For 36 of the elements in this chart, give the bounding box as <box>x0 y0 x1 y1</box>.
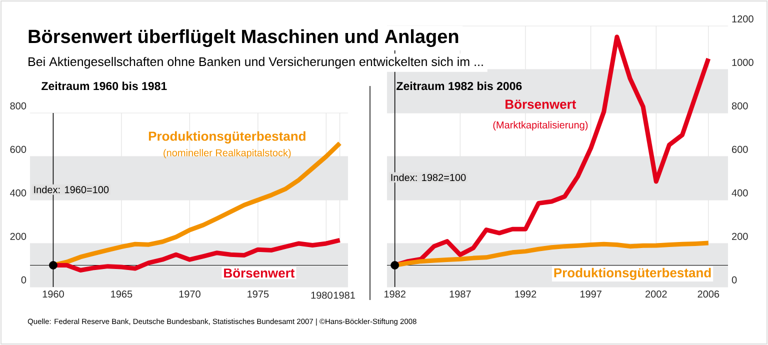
chart-title: Zeitraum 1960 bis 1981 <box>42 82 167 90</box>
x-tick-label: 1997 <box>580 290 602 298</box>
y-tick-label: 800 <box>10 102 26 110</box>
x-tick-label: 1980 <box>311 292 332 299</box>
y-tick-label: 400 <box>732 189 748 196</box>
series-label: Produktionsgüterbestand <box>554 268 711 280</box>
y-tick-label: 1200 <box>732 15 754 22</box>
y-tick-label: 400 <box>10 189 26 196</box>
y-tick-label: 600 <box>732 146 748 153</box>
series-label: Produktionsgüterbestand <box>148 131 306 144</box>
x-tick-label: 1970 <box>179 290 200 298</box>
y-tick-label: 1000 <box>732 58 754 66</box>
text: Börsenwert <box>506 100 576 109</box>
x-tick-label: 1981 <box>334 292 355 299</box>
x-tick-label: 1960 <box>42 290 64 298</box>
y-tick-label: 200 <box>732 232 748 240</box>
ref-line-label: Index: 1960=100 <box>34 186 109 194</box>
annotation: (Marktkapitalisierung) <box>493 121 588 130</box>
annotation: (nomineller Realkapitalstock) <box>164 148 291 158</box>
series-label: Börsenwert <box>224 268 295 278</box>
text: Zeitraum 1982 bis 2006 <box>396 82 522 90</box>
y-tick-label: 0 <box>732 276 737 284</box>
x-tick-label: 1965 <box>111 290 132 298</box>
y-tick-label: 200 <box>10 232 26 240</box>
y-tick-label: 800 <box>732 102 748 110</box>
ref-line-label: Index: 1982=100 <box>391 174 466 182</box>
x-tick-label: 1987 <box>450 290 471 298</box>
y-tick-label: 0 <box>21 276 26 284</box>
x-tick-label: 2006 <box>698 290 720 298</box>
x-tick-label: 1982 <box>384 290 406 298</box>
annotation: Börsenwert überflügelt Maschinen und Anlagen <box>28 29 458 48</box>
x-tick-label: 1992 <box>515 290 536 298</box>
x-tick-label: 2002 <box>646 290 667 298</box>
x-tick-label: 1975 <box>248 290 269 298</box>
annotation: Bei Aktiengesellschaften ohne Banken und Versicherungen entwickelten sich im ... <box>28 56 483 69</box>
y-tick-label: 600 <box>10 146 26 153</box>
